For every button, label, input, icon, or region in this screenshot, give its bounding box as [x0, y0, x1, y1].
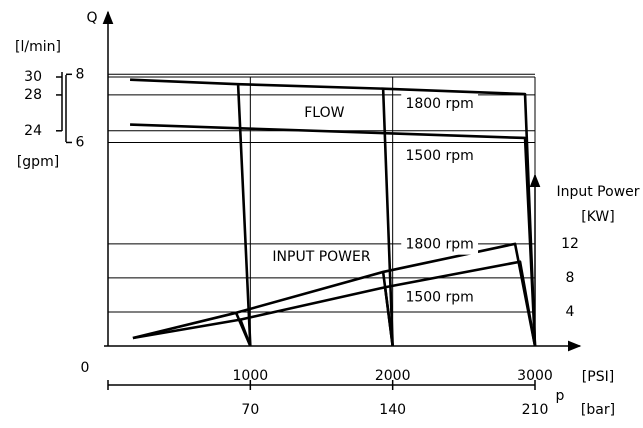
y-label: Q [86, 10, 97, 26]
annotation: 1500 rpm [405, 148, 473, 164]
x2-tick-label: 70 [241, 402, 259, 418]
y2-tick-label: 4 [566, 304, 575, 320]
annotation-bg [303, 102, 346, 123]
annotation: INPUT POWER [272, 249, 370, 265]
annotation-bg [401, 145, 479, 166]
curve [130, 78, 252, 347]
gpm-tick-label: 6 [76, 134, 85, 150]
y-unit: [l/min] [15, 39, 61, 55]
curve [132, 318, 252, 347]
y-tick-label: 24 [24, 123, 42, 139]
x-unit: [PSI] [582, 369, 614, 385]
y-tick-label: 30 [24, 69, 42, 85]
y-tick-label: 28 [24, 87, 42, 103]
y2-tick-label: 8 [566, 270, 575, 286]
origin-label: 0 [81, 360, 90, 376]
annotation-bg [401, 234, 479, 255]
x-label: p [556, 388, 565, 404]
curve [235, 270, 394, 347]
y2-label: Input Power [556, 184, 639, 200]
annotation-bg [401, 93, 479, 114]
x-tick-label: 1000 [233, 368, 269, 384]
gpm-tick-label: 8 [76, 66, 85, 82]
curve [240, 285, 394, 347]
x-tick-label: 3000 [517, 368, 553, 384]
y-gpm-unit: [gpm] [17, 154, 59, 170]
annotation: 1500 rpm [405, 290, 473, 306]
curve [238, 82, 394, 347]
y2-unit: [KW] [581, 209, 614, 225]
curve [384, 260, 537, 347]
annotation: 1800 rpm [405, 96, 473, 112]
curve [132, 311, 252, 347]
curve [130, 123, 537, 347]
annotation-bg [270, 247, 373, 268]
annotation-bg [401, 287, 479, 308]
x2-unit: [bar] [581, 402, 615, 418]
annotation: 1800 rpm [405, 237, 473, 253]
x-tick-label: 2000 [375, 368, 411, 384]
x2-tick-label: 210 [522, 402, 549, 418]
x2-tick-label: 140 [379, 402, 406, 418]
annotation: FLOW [304, 105, 344, 121]
y2-tick-label: 12 [561, 236, 579, 252]
